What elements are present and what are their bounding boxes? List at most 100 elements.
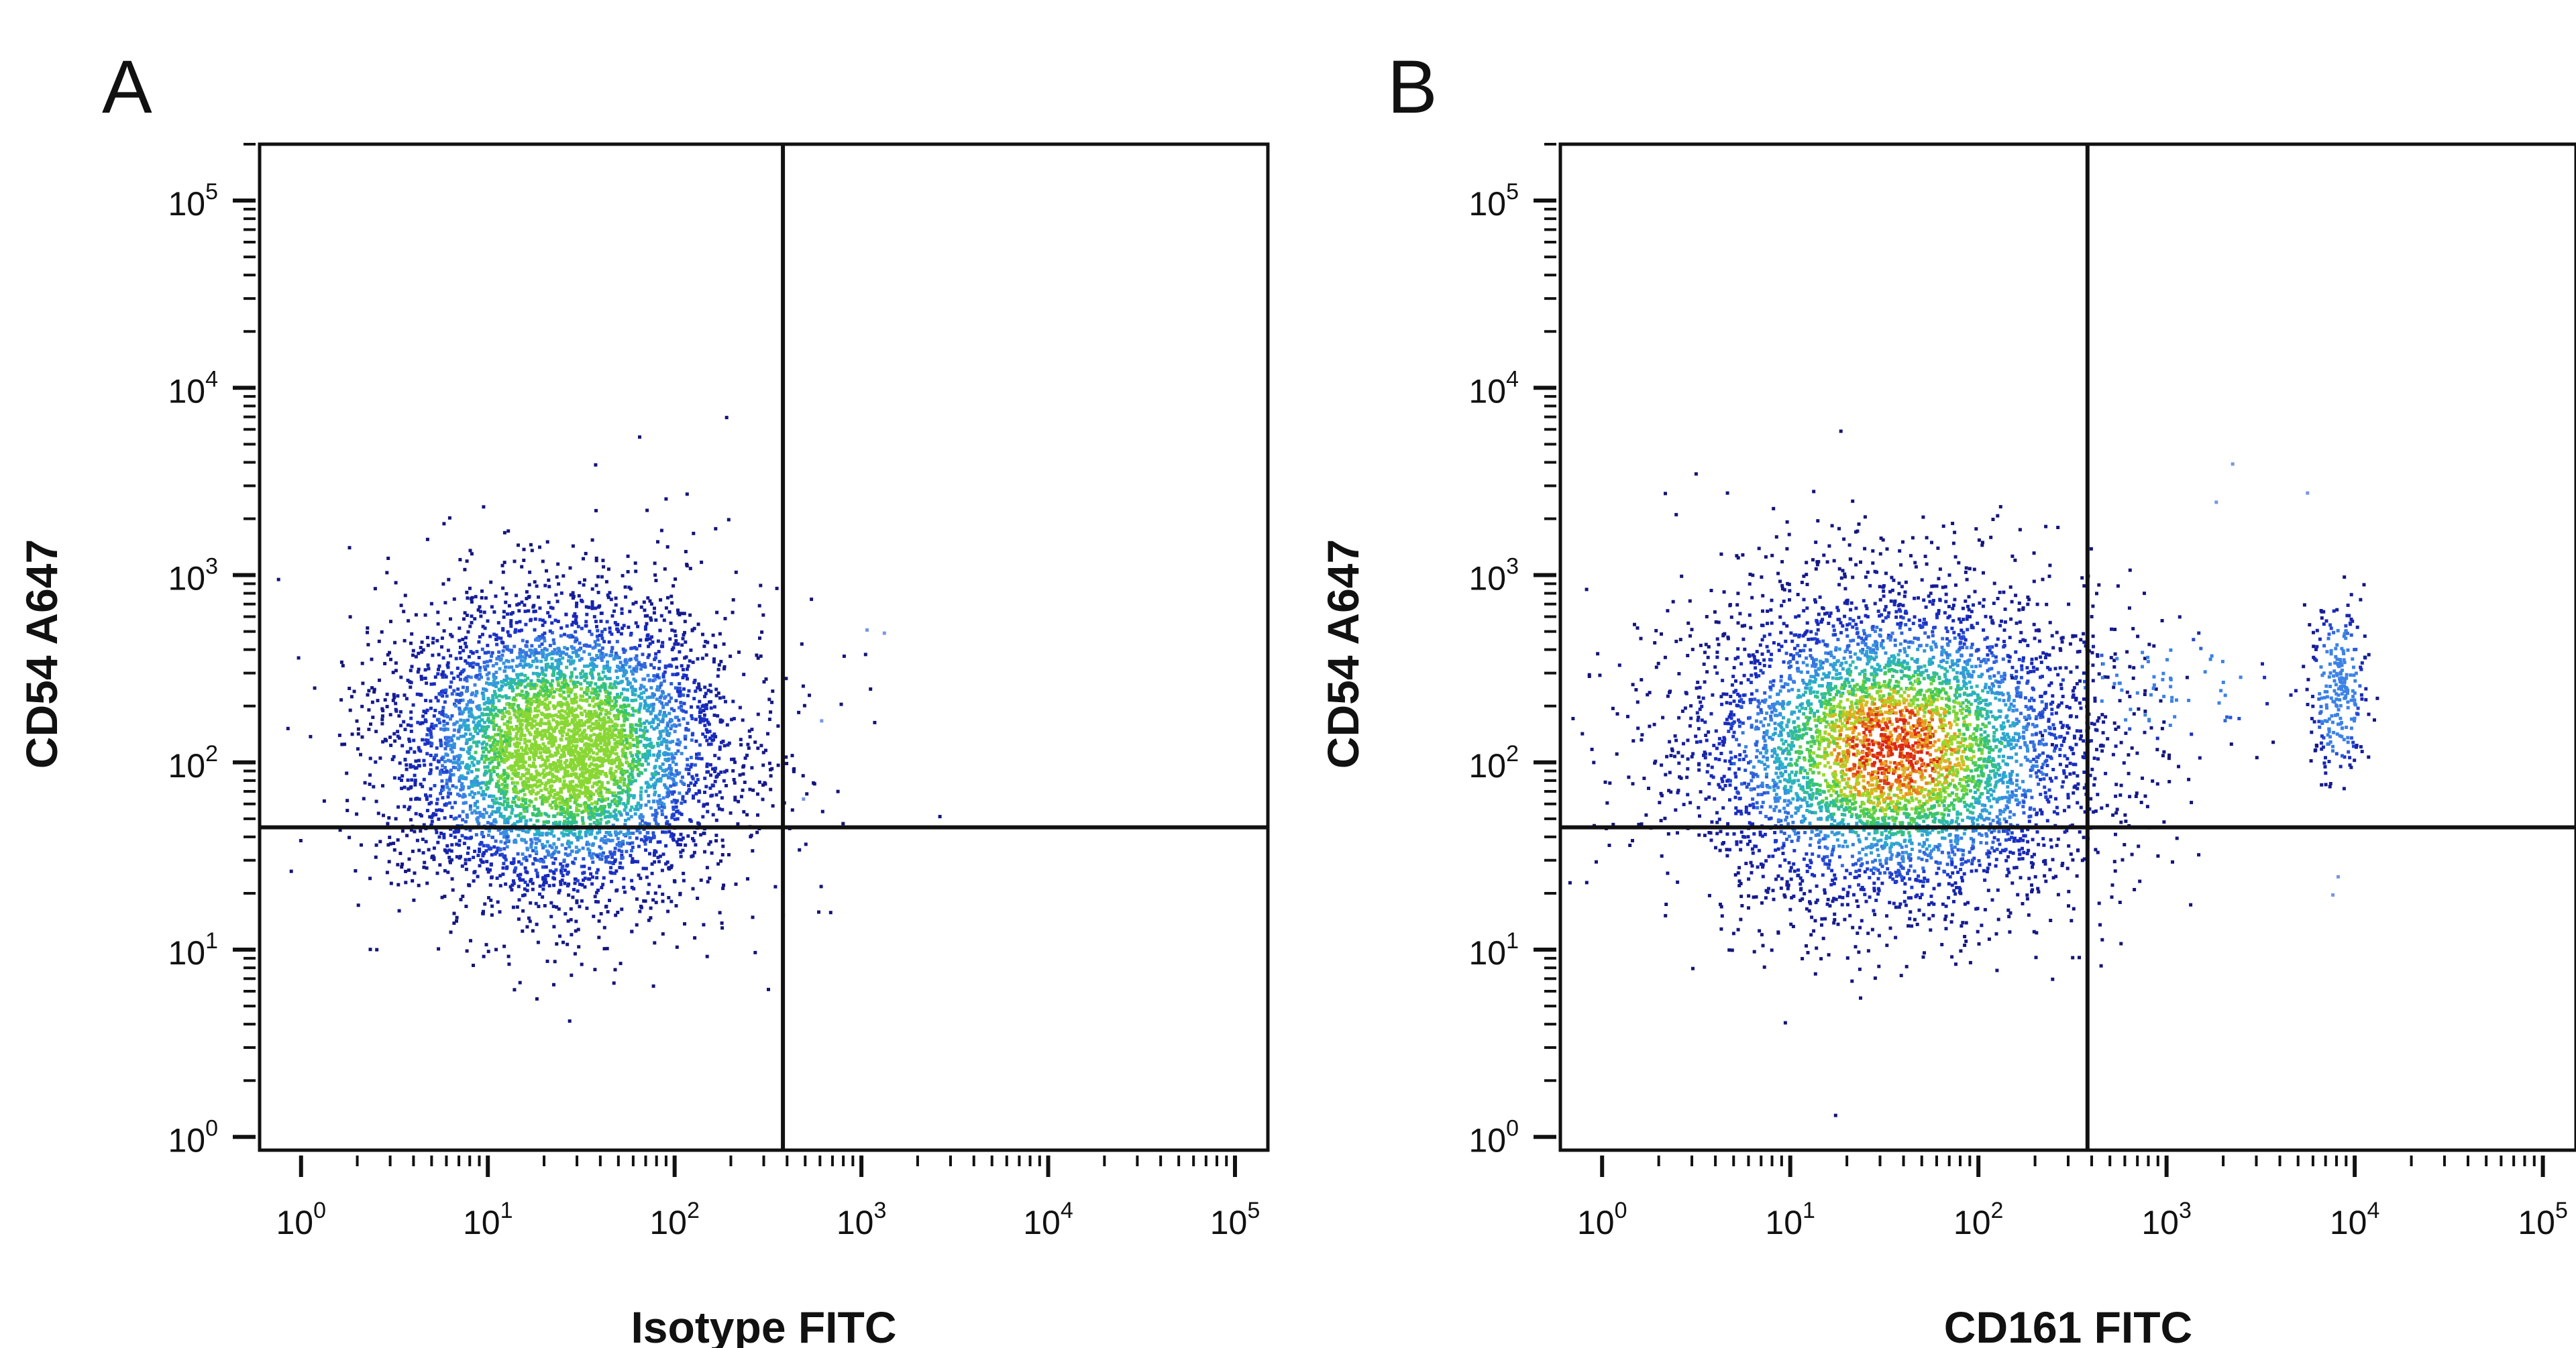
event-dot	[416, 720, 420, 724]
event-dot	[512, 881, 516, 885]
event-dot	[590, 832, 594, 836]
event-dot	[542, 881, 546, 885]
event-dot	[531, 813, 535, 817]
event-dot	[618, 844, 621, 848]
event-dot	[565, 682, 568, 686]
event-dot	[623, 710, 627, 714]
event-dot	[554, 820, 558, 824]
event-dot	[657, 667, 661, 671]
event-dot	[604, 775, 608, 778]
event-dot	[665, 724, 669, 728]
event-dot	[600, 702, 604, 706]
event-dot	[739, 795, 743, 799]
event-dot	[562, 716, 566, 720]
event-dot	[494, 633, 498, 637]
event-dot	[657, 723, 660, 727]
event-dot	[543, 855, 547, 859]
event-dot	[741, 765, 745, 769]
event-dot	[597, 798, 601, 801]
event-dot	[595, 789, 598, 793]
event-dot	[592, 852, 595, 856]
event-dot	[443, 601, 447, 605]
event-dot	[595, 746, 599, 750]
event-dot	[494, 820, 498, 824]
event-dot	[578, 803, 582, 807]
event-dot	[678, 723, 682, 727]
event-dot	[538, 545, 541, 549]
event-dot	[580, 713, 584, 716]
event-dot	[554, 753, 558, 757]
event-dot	[566, 785, 570, 789]
event-dot	[437, 653, 441, 657]
event-dot	[576, 681, 580, 684]
event-dot	[452, 742, 456, 746]
event-dot	[612, 778, 616, 782]
event-dot	[594, 606, 598, 610]
event-dot	[528, 789, 532, 793]
event-dot	[488, 847, 492, 851]
event-dot	[400, 774, 405, 778]
event-dot	[532, 775, 536, 779]
event-dot	[584, 808, 588, 812]
event-dot	[510, 768, 514, 772]
event-dot	[594, 900, 598, 903]
event-dot	[654, 618, 658, 622]
event-dot	[592, 704, 596, 708]
event-dot	[569, 675, 573, 679]
event-dot	[488, 710, 492, 714]
event-dot	[578, 767, 582, 771]
event-dot	[561, 651, 566, 655]
event-dot	[651, 720, 655, 724]
event-dot	[639, 722, 643, 726]
event-dot	[580, 771, 584, 775]
event-dot	[642, 744, 646, 747]
event-dot	[702, 717, 706, 721]
event-dot	[608, 712, 612, 716]
event-dot	[468, 836, 472, 840]
event-dot	[623, 808, 627, 812]
event-dot	[458, 766, 462, 770]
event-dot	[502, 561, 506, 565]
event-dot	[518, 828, 522, 832]
event-dot	[546, 746, 550, 750]
event-dot	[594, 556, 598, 560]
event-dot	[521, 665, 525, 669]
event-dot	[694, 843, 698, 847]
event-dot	[792, 767, 796, 771]
event-dot	[614, 699, 618, 704]
event-dot	[375, 948, 379, 952]
event-dot	[584, 643, 588, 647]
event-dot	[694, 739, 698, 743]
event-dot	[828, 911, 833, 915]
event-dot	[468, 700, 472, 704]
event-dot	[583, 765, 587, 769]
event-dot	[527, 609, 531, 613]
event-dot	[424, 793, 427, 797]
event-dot	[617, 712, 621, 716]
event-dot	[299, 839, 303, 842]
event-dot	[530, 746, 534, 750]
event-dot	[448, 801, 451, 805]
event-dot	[562, 751, 566, 755]
event-dot	[790, 754, 794, 758]
event-dot	[596, 726, 600, 730]
event-dot	[614, 743, 618, 747]
event-dot	[606, 596, 610, 600]
event-dot	[502, 771, 506, 775]
event-dot	[527, 583, 531, 587]
event-dot	[488, 794, 492, 798]
event-dot	[559, 661, 563, 665]
event-dot	[519, 693, 523, 697]
event-dot	[594, 739, 598, 743]
event-dot	[657, 676, 661, 680]
event-dot	[390, 757, 394, 761]
event-dot	[685, 492, 689, 496]
event-dot	[528, 713, 531, 717]
event-dot	[542, 679, 546, 683]
event-dot	[485, 742, 488, 746]
event-dot	[409, 828, 413, 832]
event-dot	[594, 559, 598, 563]
event-dot	[601, 670, 605, 674]
event-dot	[706, 880, 710, 884]
event-dot	[537, 839, 541, 843]
